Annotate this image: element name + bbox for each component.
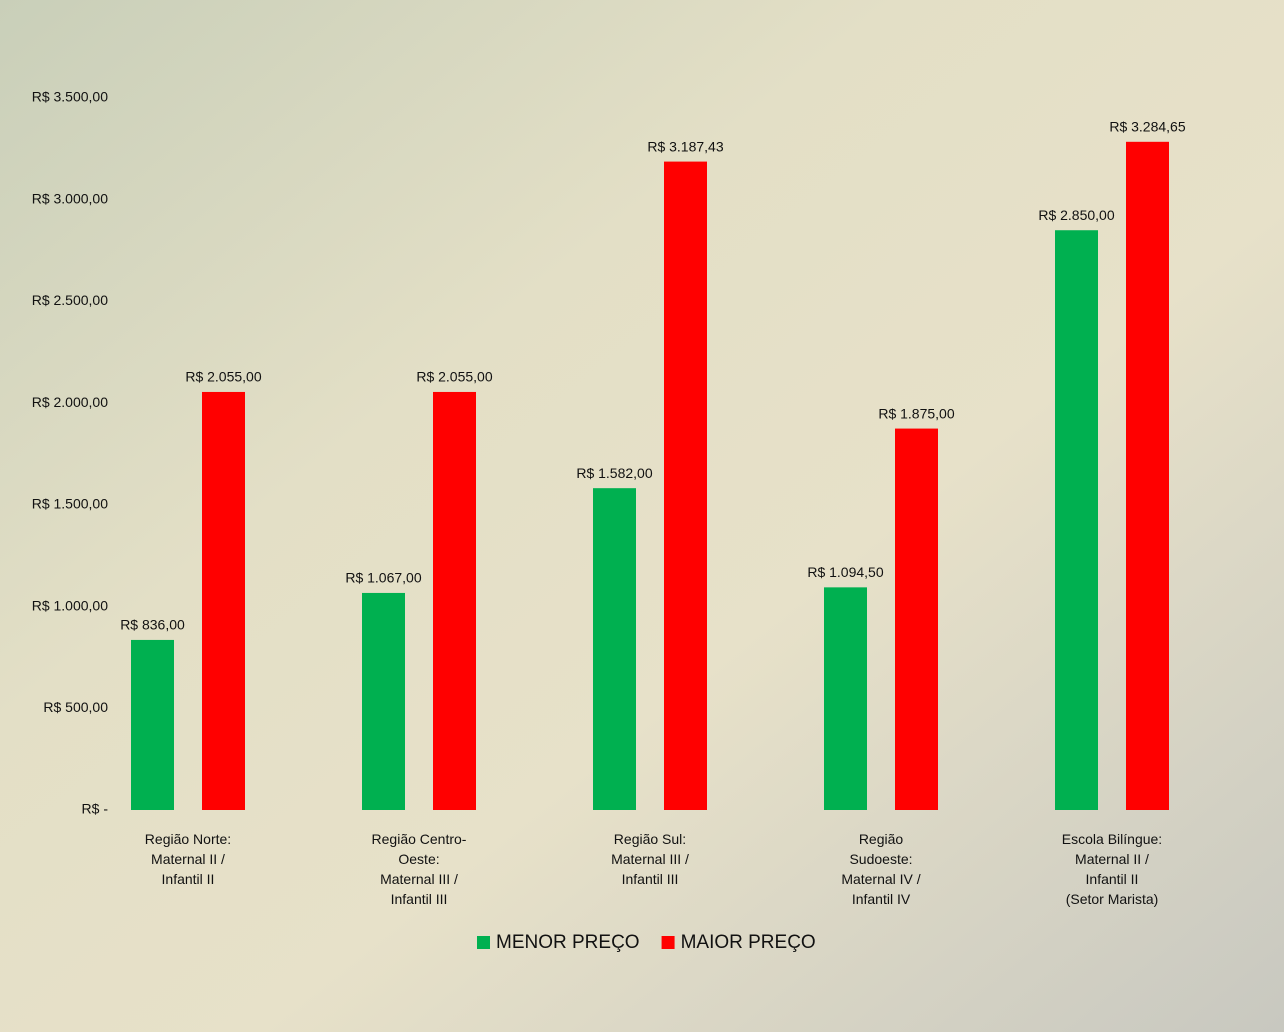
value-label: R$ 3.187,43 (647, 138, 723, 154)
x-tick-line: Maternal III / (611, 851, 689, 867)
x-tick-label: Região Centro- Oeste: Maternal III / Infant… (372, 831, 467, 907)
value-label: R$ 2.850,00 (1038, 207, 1114, 223)
value-label: R$ 2.055,00 (185, 369, 261, 385)
x-tick-line: Oeste: (398, 851, 439, 867)
x-tick-line: Maternal IV / (841, 871, 920, 887)
legend-label: MENOR PREÇO (496, 932, 640, 953)
y-tick-label: R$ 3.500,00 (32, 89, 108, 105)
x-tick-line: Região Norte: (145, 831, 231, 847)
legend-swatch (661, 936, 675, 949)
x-tick-label: Região Norte: Maternal II / Infantil II (145, 831, 231, 887)
y-tick-label: R$ - (82, 801, 109, 817)
y-tick-label: R$ 1.500,00 (32, 496, 108, 512)
value-label: R$ 3.284,65 (1109, 119, 1185, 135)
x-tick-line: Infantil II (162, 871, 215, 887)
bar (433, 391, 476, 810)
value-label: R$ 2.055,00 (416, 369, 492, 385)
bar (1126, 141, 1169, 810)
bar (202, 391, 245, 810)
y-tick-label: R$ 1.000,00 (32, 597, 108, 613)
bar (362, 592, 405, 810)
y-tick-label: R$ 2.000,00 (32, 394, 108, 410)
value-label: R$ 1.875,00 (878, 405, 954, 421)
bar (593, 488, 636, 810)
x-tick-line: Região (859, 831, 904, 847)
value-label: R$ 1.582,00 (576, 465, 652, 481)
value-label: R$ 1.067,00 (345, 570, 421, 586)
legend-swatch (477, 936, 490, 949)
bar (824, 587, 867, 810)
x-tick-line: Região Sul: (614, 831, 686, 847)
x-tick-line: Maternal III / (380, 871, 458, 887)
bar (895, 428, 938, 810)
x-tick-label: Região Sul: Maternal III / Infantil III (611, 831, 689, 887)
x-tick-label: Região Sudoeste: Maternal IV / Infantil IV (841, 831, 920, 907)
x-tick-label: Escola Bilíngue: Maternal II / Infantil II… (1062, 831, 1162, 907)
value-label: R$ 1.094,50 (807, 564, 883, 580)
value-label: R$ 836,00 (120, 617, 185, 633)
x-tick-line: Maternal II / (1075, 851, 1149, 867)
y-tick-label: R$ 500,00 (43, 699, 108, 715)
x-tick-line: Infantil IV (852, 891, 911, 907)
x-tick-line: Região Centro- (372, 831, 467, 847)
x-tick-line: (Setor Marista) (1066, 891, 1159, 907)
y-tick-label: R$ 3.000,00 (32, 190, 108, 206)
x-tick-line: Infantil III (622, 871, 679, 887)
x-tick-line: Maternal II / (151, 851, 225, 867)
x-tick-line: Sudoeste: (849, 851, 912, 867)
bar (131, 639, 174, 810)
legend-label: MAIOR PREÇO (681, 932, 816, 953)
x-tick-line: Escola Bilíngue: (1062, 831, 1162, 847)
x-tick-line: Infantil II (1086, 871, 1139, 887)
y-tick-label: R$ 2.500,00 (32, 292, 108, 308)
bar (664, 161, 707, 810)
x-tick-line: Infantil III (391, 891, 448, 907)
bar (1055, 230, 1098, 810)
